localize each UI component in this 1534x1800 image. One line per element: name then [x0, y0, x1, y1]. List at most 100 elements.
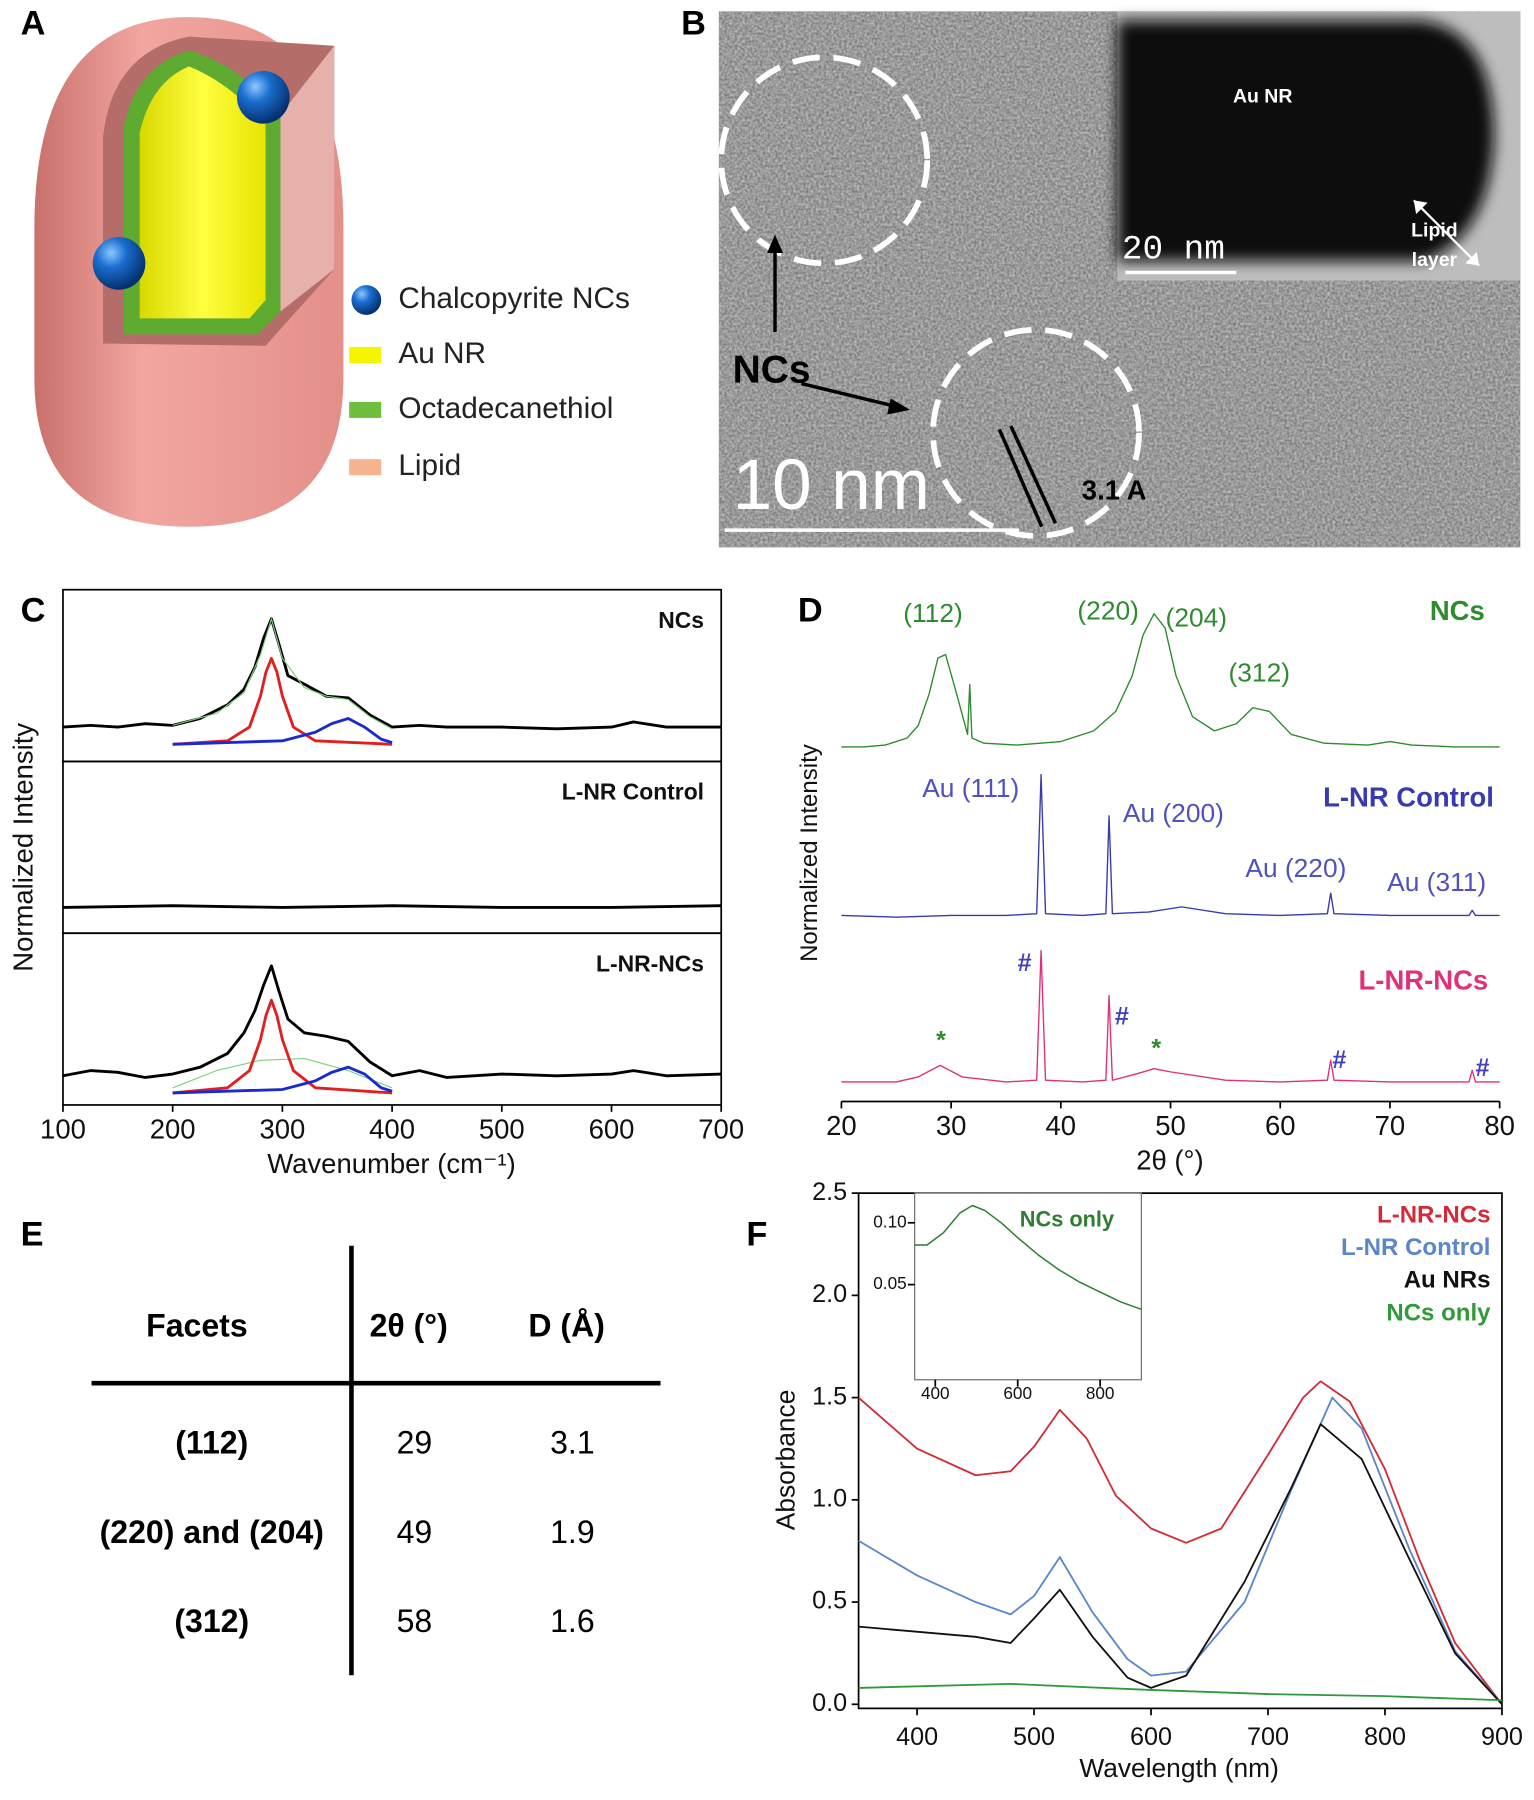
legend-label: Au NR [398, 337, 486, 370]
x-tick-label: 400 [896, 1723, 938, 1751]
x-tick-label: 700 [698, 1114, 744, 1145]
x-tick-label: 400 [369, 1114, 415, 1145]
x-tick-label: 30 [936, 1110, 967, 1141]
panel-label: D [798, 592, 823, 630]
y-axis-label: Absorbance [771, 1390, 801, 1531]
x-tick-label: 600 [1130, 1723, 1172, 1751]
y-tick-label: 2.0 [812, 1280, 847, 1308]
peak-annotation: # [1332, 1046, 1346, 1074]
y-tick-label: 1.0 [812, 1484, 847, 1512]
x-axis-label: Wavenumber (cm⁻¹) [267, 1148, 516, 1179]
subplot-title: L-NR Control [562, 779, 704, 805]
peak-annotation: # [1115, 1003, 1129, 1031]
peak-annotation: Au (311) [1387, 867, 1486, 897]
panel-label: B [681, 4, 706, 42]
x-tick-label: 80 [1484, 1110, 1515, 1141]
x-tick-label: 20 [826, 1110, 857, 1141]
peak-annotation: (220) [1077, 596, 1138, 626]
legend-label: L-NR Control [1341, 1234, 1490, 1261]
panel-label: E [21, 1216, 44, 1254]
x-tick-label: 200 [150, 1114, 196, 1145]
peak-annotation: # [1018, 949, 1032, 977]
legend-label: L-NR-NCs [1377, 1201, 1490, 1228]
table-cell: 29 [397, 1425, 433, 1461]
series-line [857, 1380, 1503, 1705]
peak-annotation: Au (200) [1123, 798, 1224, 828]
peak-annotation: (204) [1166, 602, 1227, 632]
nc-label: NCs [733, 348, 811, 391]
peak-annotation: # [1475, 1054, 1489, 1082]
table-cell: 1.9 [550, 1514, 595, 1550]
micrograph [718, 11, 1521, 548]
y-tick-label: 0.10 [873, 1211, 906, 1231]
subplot-frame [62, 588, 723, 763]
x-tick-label: 300 [259, 1114, 305, 1145]
lipid-label: Lipid [1411, 219, 1457, 241]
y-axis-label: Normalized Intensity [7, 723, 38, 972]
x-tick-label: 70 [1375, 1110, 1406, 1141]
series-line [172, 998, 393, 1095]
series-line [172, 1065, 393, 1095]
series-line [172, 1058, 393, 1089]
series-line [858, 1396, 1503, 1705]
table-cell: 3.1 [550, 1425, 595, 1461]
inset-label: Au NR [1233, 85, 1292, 107]
series-label: L-NR-NCs [1359, 965, 1489, 996]
legend-label: Octadecanethiol [398, 392, 613, 425]
table-cell: 49 [397, 1514, 433, 1550]
y-axis-label: Normalized Intensity [796, 744, 823, 962]
x-axis-label: Wavelength (nm) [1079, 1753, 1278, 1783]
series-line [62, 617, 722, 731]
series-line [914, 1204, 1142, 1311]
series-line [62, 964, 722, 1079]
y-tick-label: 0.0 [812, 1689, 847, 1717]
x-axis-label: 2θ (°) [1136, 1144, 1203, 1175]
inset-scale-label: 20 nm [1122, 231, 1225, 270]
panel-label: A [21, 4, 46, 42]
series-line [841, 613, 1500, 748]
lattice-spacing: 3.1 A [1082, 475, 1147, 506]
table-cell: (220) and (204) [100, 1514, 324, 1550]
x-tick-label: 600 [589, 1114, 635, 1145]
x-tick-label: 800 [1086, 1383, 1115, 1403]
series-line [172, 717, 393, 746]
series-line [858, 1682, 1502, 1702]
x-tick-label: 400 [921, 1383, 950, 1403]
table-cell: 58 [397, 1603, 433, 1639]
x-tick-label: 100 [40, 1114, 86, 1145]
table-cell: 1.6 [550, 1603, 595, 1639]
subplot-frame [62, 932, 723, 1106]
table-header: Facets [146, 1308, 248, 1344]
peak-annotation: (112) [903, 598, 963, 628]
peak-annotation: Au (220) [1245, 853, 1346, 883]
x-tick-label: 800 [1364, 1723, 1406, 1751]
peak-annotation: * [1151, 1035, 1161, 1063]
inset-frame [914, 1192, 1142, 1381]
y-tick-label: 2.5 [812, 1178, 847, 1206]
x-tick-label: 700 [1247, 1723, 1289, 1751]
series-line [858, 1423, 1503, 1705]
series-line [841, 773, 1500, 918]
peak-annotation: (312) [1229, 657, 1290, 687]
plot-frame [857, 1192, 1503, 1710]
legend-label: Lipid [398, 449, 461, 482]
y-tick-label: 0.5 [812, 1587, 847, 1615]
legend-label: NCs only [1386, 1299, 1491, 1326]
x-tick-label: 600 [1003, 1383, 1032, 1403]
series-line [62, 904, 722, 909]
inset-title: NCs only [1020, 1206, 1114, 1231]
x-tick-label: 500 [1013, 1723, 1055, 1751]
legend-label: Chalcopyrite NCs [398, 282, 629, 315]
x-tick-label: 500 [479, 1114, 525, 1145]
table-cell: (312) [174, 1603, 249, 1639]
table-cell: (112) [175, 1425, 248, 1461]
series-label: NCs [1430, 595, 1485, 626]
subplot-title: L-NR-NCs [596, 950, 704, 976]
peak-annotation: Au (111) [922, 773, 1019, 803]
table-header: D (Å) [528, 1308, 605, 1344]
x-tick-label: 50 [1155, 1110, 1186, 1141]
y-tick-label: 1.5 [812, 1382, 847, 1410]
table-header: 2θ (°) [370, 1308, 448, 1344]
scale-bar-label: 10 nm [733, 446, 930, 525]
